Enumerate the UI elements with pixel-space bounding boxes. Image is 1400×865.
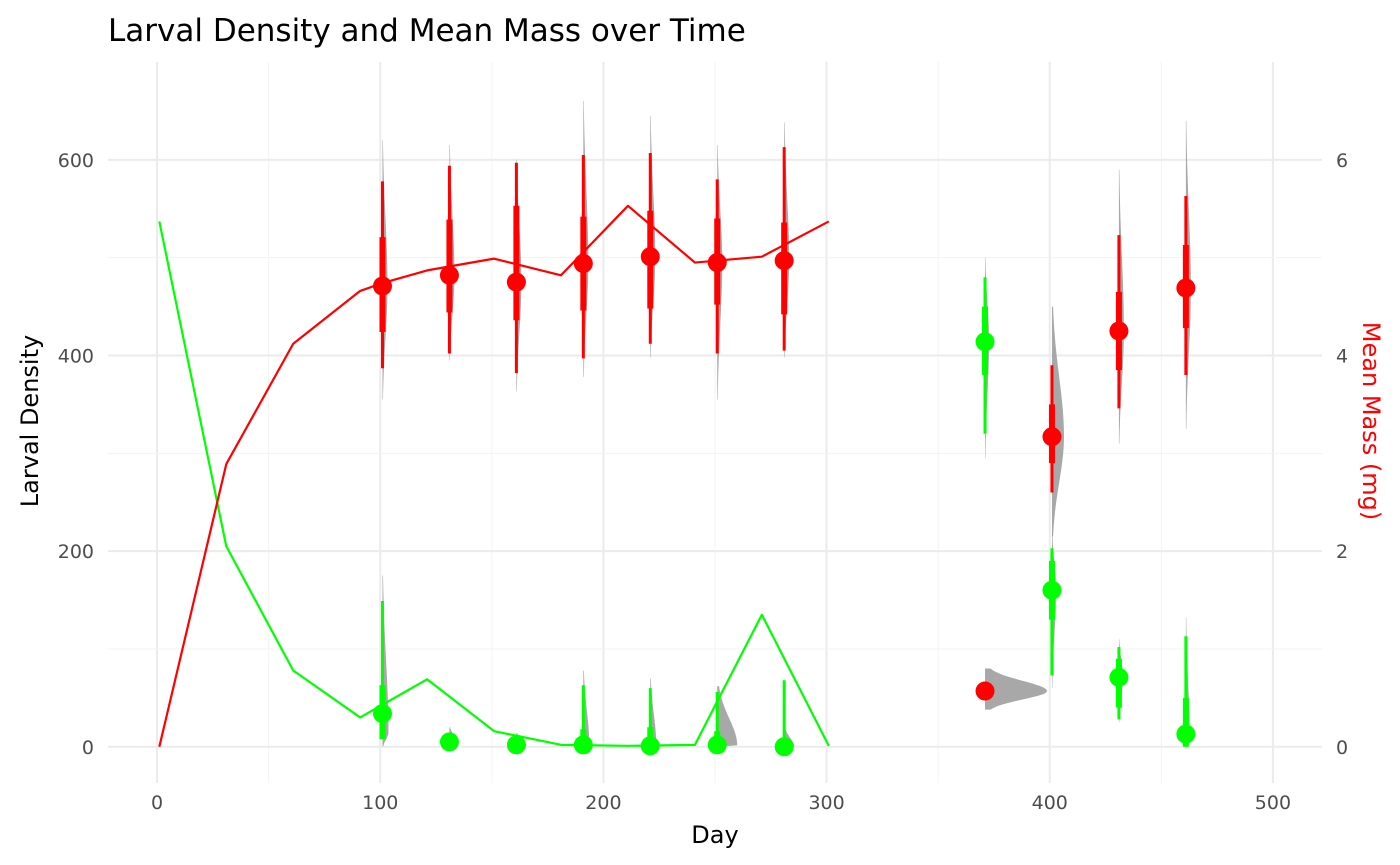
- chart-title: Larval Density and Mean Mass over Time: [108, 13, 746, 49]
- density-median-point: [1176, 724, 1196, 744]
- density-median-point: [372, 704, 392, 724]
- mass-median-point: [573, 254, 593, 274]
- x-tick-label: 300: [808, 792, 844, 814]
- mass-median-point: [439, 265, 459, 285]
- y2-tick-label: 0: [1336, 737, 1348, 759]
- y2-tick-label: 6: [1336, 150, 1348, 172]
- y2-tick-label: 2: [1336, 541, 1348, 563]
- posterior-density-shape: [985, 668, 1048, 710]
- grid-lines: [108, 62, 1322, 783]
- x-tick-label: 0: [151, 792, 163, 814]
- y-tick-label: 200: [58, 541, 94, 563]
- mass-median-point: [372, 276, 392, 296]
- mean-mass-line: [158, 204, 830, 748]
- density-median-point: [975, 332, 995, 352]
- x-tick-label: 200: [585, 792, 621, 814]
- mass-median-point: [975, 681, 995, 701]
- mass-median-point: [707, 253, 727, 273]
- density-median-point: [506, 735, 526, 755]
- density-median-point: [1042, 580, 1062, 600]
- mass-median-point: [774, 251, 794, 271]
- mass-median-point: [506, 272, 526, 292]
- y-axis-title: Larval Density: [16, 335, 44, 507]
- density-median-point: [1109, 667, 1129, 687]
- density-median-point: [573, 735, 593, 755]
- mass-median-point: [1176, 278, 1196, 298]
- posterior-density-shape: [1051, 306, 1064, 537]
- density-median-point: [707, 735, 727, 755]
- y-tick-label: 400: [58, 345, 94, 367]
- x-tick-label: 400: [1032, 792, 1068, 814]
- density-median-point: [640, 736, 660, 756]
- series-lines: [158, 204, 830, 748]
- posterior-density-shape: [717, 686, 738, 747]
- y2-axis-title: Mean Mass (mg): [1357, 322, 1385, 520]
- y-tick-label: 600: [58, 150, 94, 172]
- y2-tick-label: 4: [1336, 345, 1348, 367]
- density-median-point: [439, 732, 459, 752]
- density-median-point: [774, 737, 794, 757]
- credible-intervals: [372, 147, 1196, 757]
- mass-median-point: [1042, 427, 1062, 447]
- x-axis-title: Day: [691, 821, 738, 849]
- x-tick-label: 100: [362, 792, 398, 814]
- mass-median-point: [1109, 321, 1129, 341]
- tick-labels: 0 100 200 300 400 500 0 200 400 600 0 2 4 6: [58, 150, 1348, 814]
- mass-median-point: [640, 247, 660, 267]
- y-tick-label: 0: [82, 737, 94, 759]
- larval-density-line: [158, 221, 830, 747]
- x-tick-label: 500: [1255, 792, 1291, 814]
